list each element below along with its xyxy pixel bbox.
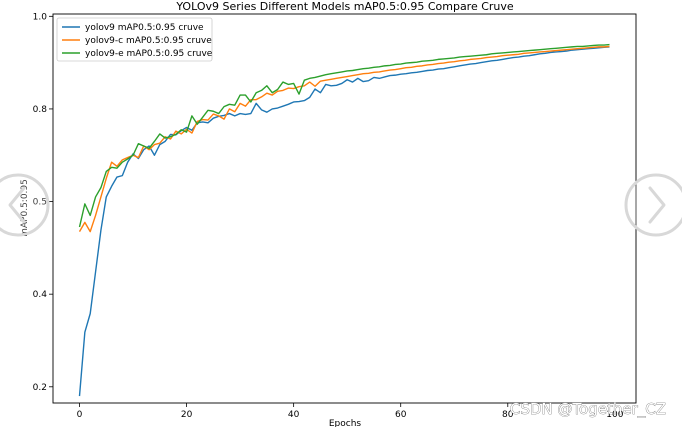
legend-label-3: yolov9-e mAP0.5:0.95 cruve — [85, 49, 213, 59]
nav-right-button[interactable] — [624, 173, 682, 237]
legend-label-2: yolov9-c mAP0.5:0.95 cruve — [85, 36, 212, 46]
nav-right-circle — [624, 173, 682, 237]
x-tick-label: 40 — [288, 410, 300, 420]
y-tick-label: 0.2 — [33, 383, 47, 393]
legend-items: yolov9 mAP0.5:0.95 cruve yolov9-c mAP0.5:… — [62, 23, 213, 59]
plot-frame — [52, 13, 637, 404]
chevron-left-icon — [8, 186, 26, 224]
x-tick-label: 0 — [77, 410, 83, 420]
watermark: CSDN @Together_CZ — [510, 400, 666, 419]
legend: yolov9 mAP0.5:0.95 cruve yolov9-c mAP0.5:… — [56, 17, 213, 62]
x-tick-label: 60 — [395, 410, 407, 420]
y-tick-label: 1.0 — [33, 12, 48, 22]
legend-label-1: yolov9 mAP0.5:0.95 cruve — [85, 23, 204, 33]
series-line-3 — [78, 43, 610, 228]
chevron-right-icon — [648, 186, 666, 224]
x-tick-label: 80 — [502, 410, 514, 420]
y-axis-title: mAP0.5:0.95 — [20, 179, 30, 237]
y-tick-label: 0.5 — [33, 198, 47, 208]
x-tick-label: 20 — [181, 410, 193, 420]
x-axis-title: Epochs — [329, 419, 362, 427]
y-tick-label: 0.8 — [33, 105, 48, 115]
series-lines — [78, 43, 610, 397]
legend-box — [56, 17, 213, 62]
y-tick-label: 0.4 — [33, 290, 48, 300]
y-axis: 0.2 0.4 0.5 0.8 1.0 — [33, 12, 53, 393]
nav-left-circle — [0, 173, 50, 237]
chart-title: YOLOv9 Series Different Models mAP0.5:0.… — [175, 0, 514, 13]
nav-left-button[interactable] — [0, 173, 50, 237]
x-axis: 0 20 40 60 80 100 — [77, 403, 624, 420]
x-tick-label: 100 — [606, 410, 623, 420]
